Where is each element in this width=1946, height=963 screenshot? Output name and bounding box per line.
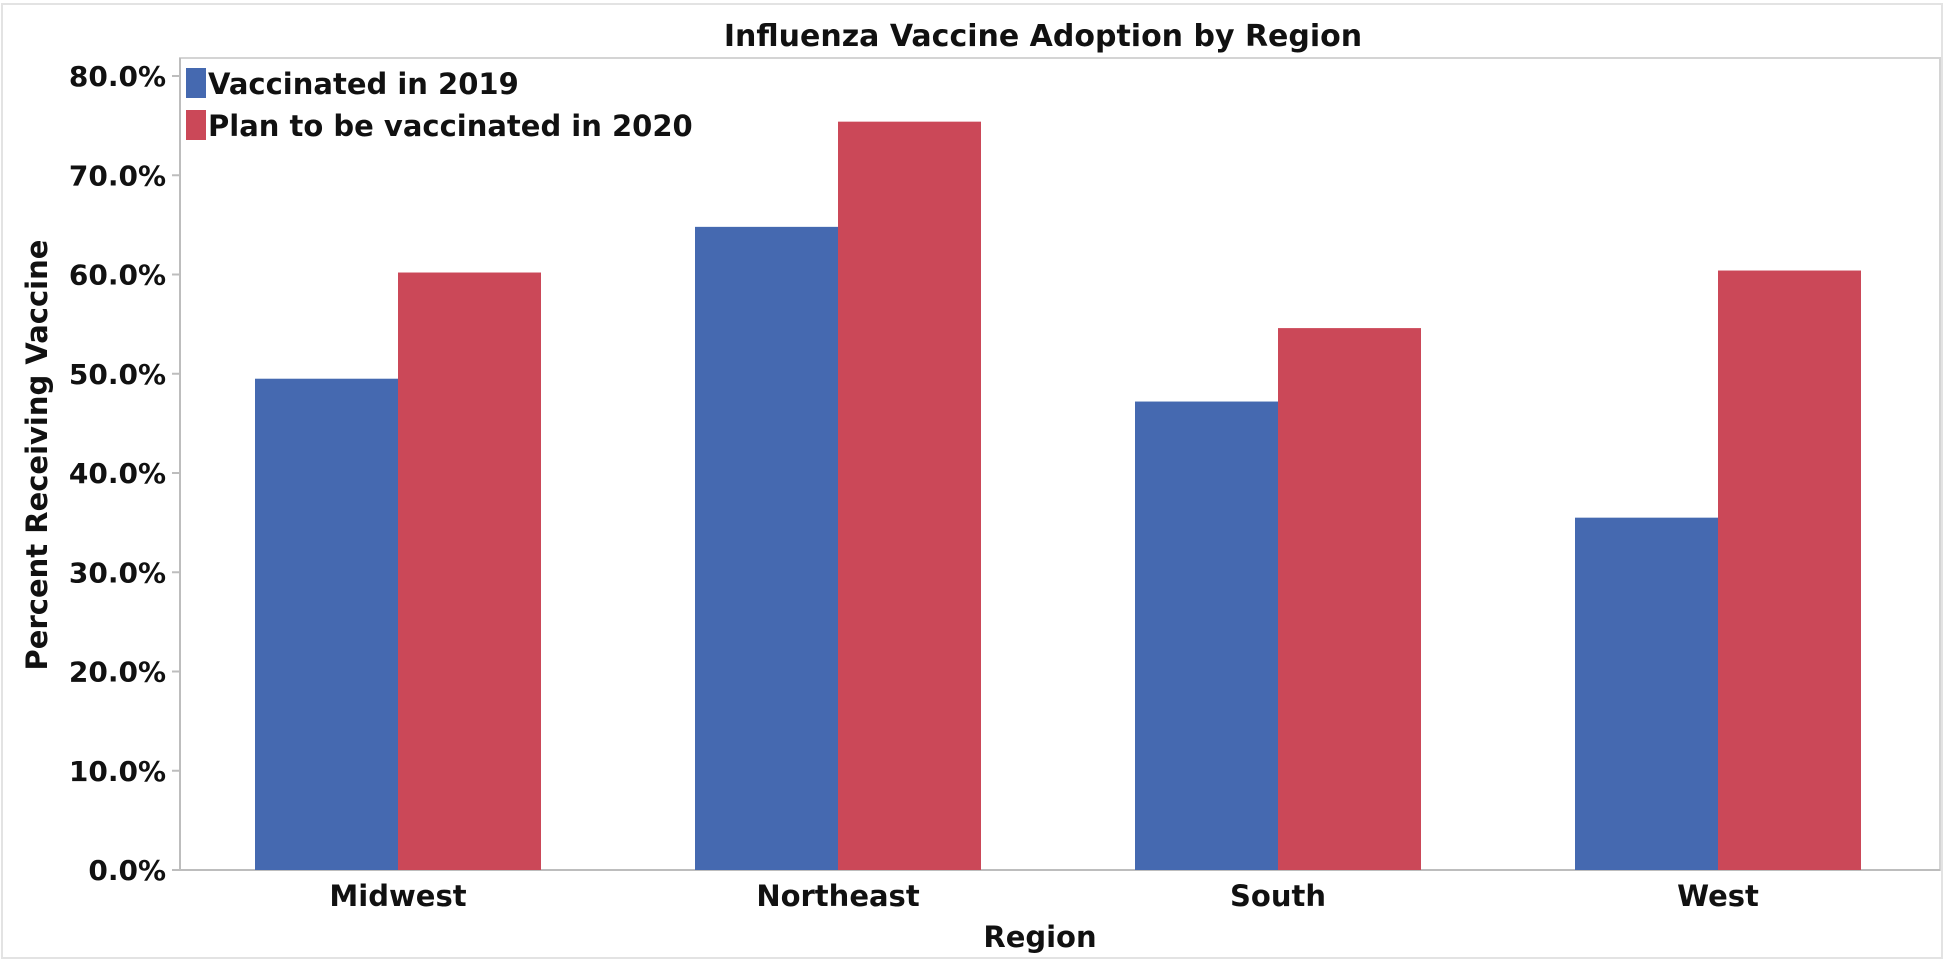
bar-west-series-1 (1575, 517, 1718, 870)
y-tick-label: 70.0% (69, 159, 166, 192)
legend-label: Plan to be vaccinated in 2020 (208, 109, 693, 143)
y-tick-label: 40.0% (69, 457, 166, 490)
bar-midwest-series-2 (398, 272, 541, 870)
y-axis-ticks: 0.0% 10.0% 20.0% 30.0% 40.0% 50.0% 60.0% 70.0% 8… (69, 60, 180, 887)
legend-swatch (186, 110, 206, 140)
chart-title: Influenza Vaccine Adoption by Region (724, 19, 1362, 54)
y-tick-label: 20.0% (69, 656, 166, 689)
y-tick-label: 50.0% (69, 358, 166, 391)
bar-northeast-series-1 (695, 226, 838, 871)
legend-label: Vaccinated in 2019 (208, 67, 519, 101)
y-tick-label: 80.0% (69, 60, 166, 93)
y-tick-label: 60.0% (69, 259, 166, 292)
bars (255, 121, 1861, 871)
x-axis-ticks: Midwest Northeast South West (329, 879, 1759, 913)
bar-south-series-1 (1135, 401, 1278, 870)
y-tick-label: 10.0% (69, 755, 166, 788)
legend: Vaccinated in 2019 Plan to be vaccinated … (186, 67, 693, 143)
legend-swatch (186, 68, 206, 98)
bar-northeast-series-2 (838, 121, 981, 870)
y-axis-title: Percent Receiving Vaccine (20, 240, 54, 671)
bar-west-series-2 (1718, 270, 1861, 870)
x-tick-label: West (1677, 879, 1759, 913)
y-tick-label: 30.0% (69, 556, 166, 589)
chart-frame (1, 3, 1943, 959)
y-tick-label: 0.0% (88, 854, 166, 887)
bar-south-series-2 (1278, 328, 1421, 871)
x-axis-title: Region (983, 920, 1096, 954)
x-tick-label: Northeast (756, 879, 920, 913)
bar-midwest-series-1 (255, 378, 398, 870)
x-tick-label: Midwest (329, 879, 466, 913)
x-tick-label: South (1230, 879, 1326, 913)
